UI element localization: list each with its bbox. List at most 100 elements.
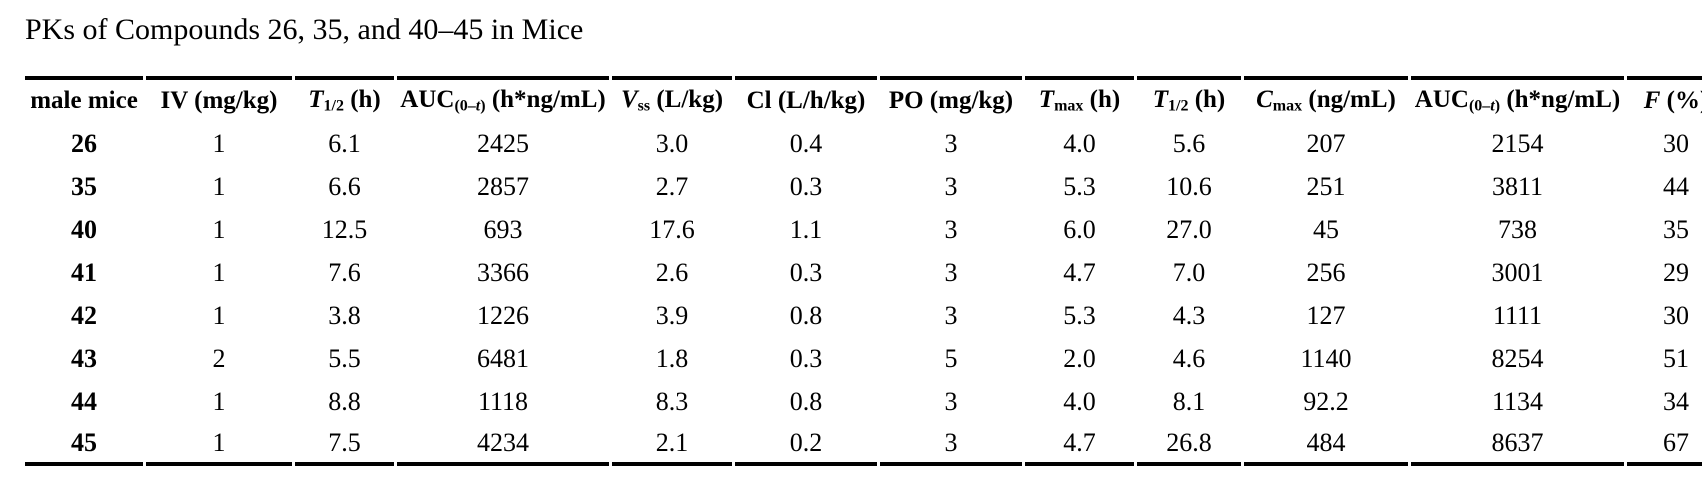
cell-iv-auc: 2857: [477, 171, 529, 201]
cell-c-max: 45: [1313, 214, 1339, 244]
col-header-male-mice: male mice: [25, 76, 143, 122]
cell-c-max: 484: [1244, 423, 1408, 466]
cell-vss: 2.1: [612, 423, 732, 466]
col-header-po-t-half-text: T: [1152, 86, 1168, 114]
cell-t-max: 4.0: [1063, 128, 1096, 158]
cell-po-t-half: 27.0: [1166, 214, 1212, 244]
cell-po-auc: 3811: [1491, 171, 1544, 201]
col-header-f-percent: F (%): [1627, 76, 1702, 122]
cell-vss: 2.7: [655, 171, 689, 201]
compound-id-cell: 43: [71, 343, 97, 373]
col-header-iv-auc-text: (h*ng/mL): [485, 86, 606, 114]
table-row-compound-44: 44 1 8.8 1118 8.3 0.8 3 4.0 8.1 92.2 1134 34: [25, 380, 1702, 423]
cell-po-auc: 8254: [1491, 343, 1544, 373]
compound-id-cell: 41: [71, 257, 97, 287]
cell-po-dose: 3: [944, 257, 958, 287]
col-header-iv-auc-text: (0–: [454, 97, 476, 115]
col-header-vss: Vss (L/kg): [612, 76, 732, 122]
cell-f-percent: 30: [1663, 300, 1689, 330]
cell-iv-dose: 1: [212, 214, 226, 244]
cell-clearance: 0.3: [789, 171, 823, 201]
col-header-c-max: Cmax (ng/mL): [1244, 76, 1408, 122]
cell-clearance: 0.8: [789, 386, 823, 416]
col-header-clearance-text: Cl (L/h/kg): [746, 87, 866, 114]
cell-clearance: 0.3: [789, 343, 823, 373]
col-header-iv-t-half-text: T: [308, 86, 324, 114]
cell-clearance: 0.3: [789, 257, 823, 287]
table-row-compound-42: 42 1 3.8 1226 3.9 0.8 3 5.3 4.3 127 1111 30: [25, 294, 1702, 337]
cell-f-percent: 30: [1663, 128, 1689, 158]
cell-iv-dose: 1: [212, 300, 226, 330]
cell-iv-t-half: 7.5: [295, 423, 394, 466]
col-header-t-max-text: T: [1038, 86, 1055, 114]
col-header-po-auc-text: ): [1494, 97, 1501, 115]
col-header-po-auc-text: t: [1490, 97, 1495, 115]
cell-po-dose: 3: [944, 128, 958, 158]
cell-iv-auc: 6481: [477, 343, 529, 373]
cell-c-max: 127: [1306, 300, 1346, 330]
cell-c-max: 92.2: [1303, 386, 1349, 416]
cell-vss: 1.8: [655, 343, 689, 373]
col-header-t-max-text: max: [1054, 97, 1084, 115]
cell-clearance: 0.4: [789, 128, 823, 158]
cell-c-max: 1140: [1300, 343, 1352, 373]
col-header-iv-t-half-text: 1/2: [323, 97, 344, 115]
cell-iv-auc: 693: [483, 214, 523, 244]
compound-id-cell: 35: [71, 171, 97, 201]
table-row-compound-35: 35 1 6.6 2857 2.7 0.3 3 5.3 10.6 251 3811 44: [25, 165, 1702, 208]
col-header-iv-dose-text: IV (mg/kg): [160, 87, 278, 114]
cell-f-percent: 51: [1663, 343, 1689, 373]
cell-iv-t-half: 12.5: [321, 214, 368, 244]
cell-po-dose: 3: [944, 171, 958, 201]
cell-po-t-half: 4.6: [1172, 343, 1206, 373]
col-header-po-auc-text: (h*ng/mL): [1500, 86, 1621, 114]
compound-id-cell: 45: [25, 423, 143, 466]
cell-clearance: 1.1: [789, 214, 823, 244]
col-header-po-auc-text: (0–: [1468, 97, 1491, 115]
cell-t-max: 6.0: [1063, 214, 1096, 244]
cell-po-auc: 1134: [1491, 386, 1544, 416]
cell-c-max: 207: [1306, 128, 1346, 158]
cell-iv-t-half: 6.6: [328, 171, 361, 201]
table-row-compound-26: 26 1 6.1 2425 3.0 0.4 3 4.0 5.6 207 2154 30: [25, 122, 1702, 165]
cell-vss: 17.6: [649, 214, 695, 244]
cell-po-t-half: 10.6: [1166, 171, 1212, 201]
cell-iv-auc: 1226: [477, 300, 529, 330]
cell-clearance: 0.8: [789, 300, 823, 330]
cell-f-percent: 34: [1663, 386, 1689, 416]
col-header-c-max-text: (ng/mL): [1302, 86, 1396, 114]
cell-iv-auc: 4234: [397, 423, 609, 466]
cell-clearance: 0.2: [735, 423, 877, 466]
cell-po-dose: 3: [944, 300, 958, 330]
cell-po-dose: 3: [880, 423, 1022, 466]
table-row-compound-40: 40 1 12.5 693 17.6 1.1 3 6.0 27.0 45 738 35: [25, 208, 1702, 251]
col-header-po-t-half: T1/2 (h): [1137, 76, 1241, 122]
cell-po-auc: 8637: [1411, 423, 1624, 466]
col-header-po-dose-text: PO (mg/kg): [888, 87, 1014, 114]
table-row-compound-45: 45 1 7.5 4234 2.1 0.2 3 4.7 26.8 484 8637 67: [25, 423, 1702, 466]
cell-vss: 3.0: [655, 128, 689, 158]
cell-iv-dose: 1: [212, 171, 226, 201]
cell-po-t-half: 5.6: [1172, 128, 1206, 158]
cell-t-max: 4.7: [1063, 257, 1096, 287]
cell-t-max: 4.0: [1063, 386, 1096, 416]
col-header-po-auc-text: AUC: [1414, 86, 1469, 114]
col-header-iv-dose: IV (mg/kg): [146, 76, 292, 122]
table-body: 26 1 6.1 2425 3.0 0.4 3 4.0 5.6 207 2154 30 35 1 6.6 28…: [25, 122, 1702, 466]
cell-f-percent: 29: [1663, 257, 1689, 287]
col-header-male-mice-text: male mice: [30, 87, 138, 114]
table-row-compound-41: 41 1 7.6 3366 2.6 0.3 3 4.7 7.0 256 3001 29: [25, 251, 1702, 294]
col-header-clearance: Cl (L/h/kg): [735, 76, 877, 122]
col-header-vss-text: ss: [637, 97, 651, 115]
cell-t-max: 5.3: [1063, 300, 1096, 330]
cell-po-auc: 2154: [1491, 128, 1544, 158]
cell-iv-dose: 1: [212, 386, 226, 416]
col-header-iv-auc-text: t: [475, 97, 481, 115]
cell-po-t-half: 8.1: [1172, 386, 1206, 416]
cell-t-max: 4.7: [1025, 423, 1134, 466]
cell-iv-dose: 2: [212, 343, 226, 373]
cell-po-dose: 5: [944, 343, 958, 373]
col-header-iv-t-half-text: (h): [343, 86, 381, 114]
cell-po-auc: 3001: [1491, 257, 1544, 287]
cell-iv-t-half: 8.8: [328, 386, 361, 416]
